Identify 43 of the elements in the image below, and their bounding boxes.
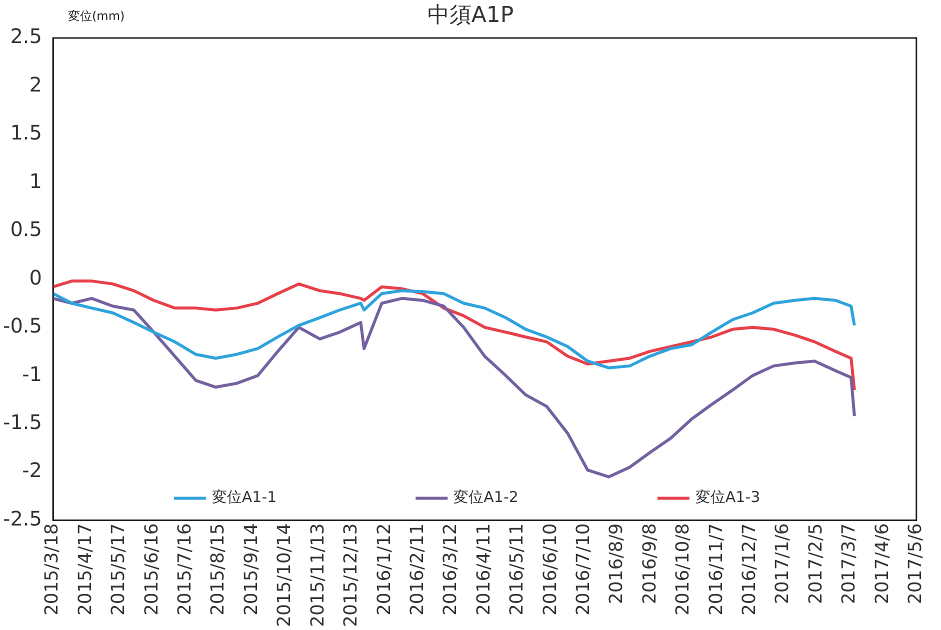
y-tick-label: -0.5 xyxy=(2,314,42,338)
x-tick-label: 2015/3/18 xyxy=(42,523,63,616)
x-tick-label: 2015/10/14 xyxy=(274,523,296,628)
x-tick-label: 2017/5/6 xyxy=(905,523,926,604)
x-tick-label: 2017/1/6 xyxy=(772,523,794,604)
x-tick-label: 2015/4/17 xyxy=(74,523,96,616)
x-tick-label: 2016/12/7 xyxy=(739,523,760,616)
x-tick-label: 2015/8/15 xyxy=(208,523,229,616)
x-tick-label: 2016/5/11 xyxy=(506,523,528,616)
y-axis-title: 変位(mm) xyxy=(68,8,125,25)
x-tick-label: 2017/3/7 xyxy=(838,523,860,604)
legend-label: 変位A1-3 xyxy=(695,488,760,506)
x-tick-label: 2016/7/10 xyxy=(573,523,594,616)
x-tick-label: 2016/2/11 xyxy=(406,523,428,616)
x-tick-label: 2016/11/7 xyxy=(706,523,727,616)
x-tick-label: 2016/1/12 xyxy=(374,523,395,616)
x-tick-label: 2015/7/16 xyxy=(174,523,196,616)
x-tick-label: 2016/9/8 xyxy=(639,523,660,604)
y-tick-label: 0 xyxy=(29,265,42,290)
x-tick-label: 2015/12/13 xyxy=(340,523,362,628)
x-tick-label: 2016/6/10 xyxy=(540,523,561,616)
y-tick-label: 1 xyxy=(29,168,42,193)
y-tick-label: -2.5 xyxy=(2,506,42,530)
y-tick-label: -1.5 xyxy=(2,410,42,434)
x-tick-label: 2015/5/17 xyxy=(108,523,130,616)
legend-label: 変位A1-1 xyxy=(212,488,277,506)
x-tick-label: 2017/4/6 xyxy=(872,523,893,604)
legend-label: 変位A1-2 xyxy=(454,488,518,506)
y-tick-label: 0.5 xyxy=(10,217,42,242)
x-tick-label: 2015/11/13 xyxy=(307,523,328,628)
x-tick-label: 2016/8/9 xyxy=(606,523,628,604)
y-tick-label: -2 xyxy=(22,458,42,482)
x-tick-label: 2015/6/16 xyxy=(141,523,162,616)
y-tick-label: 1.5 xyxy=(10,120,42,145)
x-tick-label: 2016/4/11 xyxy=(473,523,494,616)
y-tick-label: -1 xyxy=(22,362,42,386)
chart-title: 中須A1P xyxy=(427,3,514,28)
x-tick-label: 2016/10/8 xyxy=(672,523,694,616)
x-tick-label: 2016/3/12 xyxy=(440,523,462,616)
y-tick-label: 2 xyxy=(29,72,42,96)
x-tick-label: 2015/9/14 xyxy=(240,523,262,616)
y-tick-label: 2.5 xyxy=(10,24,42,48)
x-tick-label: 2017/2/5 xyxy=(805,523,826,604)
